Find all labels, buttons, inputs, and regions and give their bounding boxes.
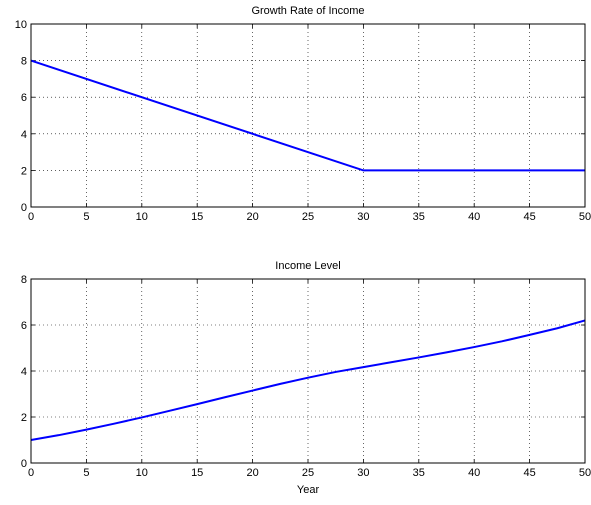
y-tick-label: 4 — [21, 366, 27, 378]
x-tick-label: 30 — [357, 211, 369, 223]
x-tick-label: 5 — [83, 211, 89, 223]
y-tick-label: 0 — [21, 202, 27, 214]
x-tick-label: 20 — [246, 467, 258, 479]
growth-rate-chart: Growth Rate of Income 0 5 10 15 20 25 30 35 40 45… — [15, 5, 591, 223]
series-line — [30, 319, 586, 441]
x-tick-label: 35 — [413, 211, 425, 223]
x-tick-label: 30 — [357, 467, 369, 479]
grid — [31, 279, 585, 463]
x-tick-label: 25 — [302, 467, 314, 479]
x-tick-label: 45 — [523, 211, 535, 223]
x-axis-label-year: Year — [297, 484, 320, 496]
x-tick-label: 35 — [413, 467, 425, 479]
y-tick-label: 6 — [21, 320, 27, 332]
x-tick-label: 50 — [579, 467, 591, 479]
x-tick-label: 50 — [579, 211, 591, 223]
x-tick-label: 25 — [302, 211, 314, 223]
y-tick-label: 10 — [15, 19, 27, 31]
y-tick-label: 8 — [21, 274, 27, 286]
x-tick-label: 5 — [83, 467, 89, 479]
plot-frame — [30, 23, 586, 208]
y-tick-label: 2 — [21, 165, 27, 177]
x-tick-label: 45 — [523, 467, 535, 479]
chart-title-income-level: Income Level — [275, 260, 340, 272]
x-tick-label: 10 — [136, 211, 148, 223]
x-tick-label: 40 — [468, 467, 480, 479]
income-level-chart: Income Level Year 0 5 10 15 20 25 30 35 40 45 50 0 2… — [21, 260, 591, 496]
y-tick-label: 2 — [21, 412, 27, 424]
chart-title-growth-rate: Growth Rate of Income — [251, 5, 364, 17]
x-tick-label: 40 — [468, 211, 480, 223]
x-tick-label: 15 — [191, 211, 203, 223]
x-tick-label: 0 — [28, 467, 34, 479]
y-tick-label: 0 — [21, 458, 27, 470]
x-tick-label: 15 — [191, 467, 203, 479]
y-tick-label: 8 — [21, 56, 27, 68]
y-tick-label: 4 — [21, 129, 27, 141]
x-tick-label: 10 — [136, 467, 148, 479]
x-tick-label: 0 — [28, 211, 34, 223]
series-line — [30, 59, 585, 172]
plot-frame — [30, 278, 586, 464]
grid — [31, 24, 585, 207]
x-tick-label: 20 — [246, 211, 258, 223]
y-tick-label: 6 — [21, 92, 27, 104]
